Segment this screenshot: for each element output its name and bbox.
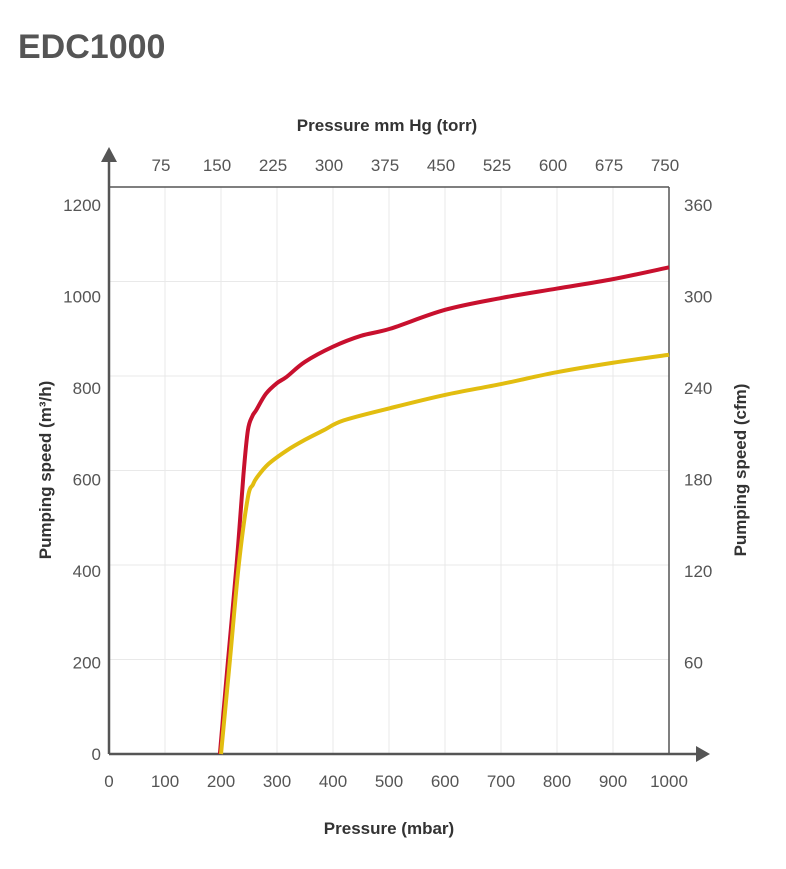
y-axis-arrow-icon	[101, 147, 117, 162]
x-tick-label: 300	[263, 772, 291, 791]
x-tick-label: 100	[151, 772, 179, 791]
y-tick-label: 1200	[63, 196, 101, 215]
y2-tick-label: 60	[684, 654, 703, 673]
x-tick-label: 500	[375, 772, 403, 791]
curves	[217, 265, 670, 755]
y2-tick-label: 120	[684, 562, 712, 581]
chart-title: EDC1000	[18, 28, 166, 66]
x-tick-label: 400	[319, 772, 347, 791]
axes	[101, 147, 710, 762]
red-speed-curve	[217, 265, 670, 755]
x-tick-label: 900	[599, 772, 627, 791]
x-axis-arrow-icon	[696, 746, 710, 762]
x2-tick-label: 150	[203, 156, 231, 175]
y-tick-label: 800	[73, 379, 101, 398]
y-tick-label: 200	[73, 654, 101, 673]
x-axis-label: Pressure (mbar)	[324, 819, 454, 838]
grid-lines	[109, 187, 669, 754]
y2-tick-label: 180	[684, 471, 712, 490]
y-axis-label: Pumping speed (m³/h)	[36, 381, 55, 560]
x2-tick-label: 675	[595, 156, 623, 175]
x-tick-label: 800	[543, 772, 571, 791]
y-tick-label: 600	[73, 471, 101, 490]
x2-tick-label: 375	[371, 156, 399, 175]
x2-tick-label: 750	[651, 156, 679, 175]
y2-tick-label: 360	[684, 196, 712, 215]
y2-tick-label: 240	[684, 379, 712, 398]
x-tick-label: 200	[207, 772, 235, 791]
y2-tick-label: 300	[684, 288, 712, 307]
x2-tick-label: 525	[483, 156, 511, 175]
x-tick-label: 700	[487, 772, 515, 791]
y2-axis-label: Pumping speed (cfm)	[731, 384, 750, 557]
x-tick-label: 1000	[650, 772, 688, 791]
x2-tick-label: 75	[152, 156, 171, 175]
y-tick-label: 1000	[63, 288, 101, 307]
x2-axis-label: Pressure mm Hg (torr)	[297, 116, 477, 135]
x-tick-label: 600	[431, 772, 459, 791]
x2-tick-label: 225	[259, 156, 287, 175]
x-tick-label: 0	[104, 772, 113, 791]
yellow-speed-curve	[219, 352, 670, 755]
y-tick-label: 400	[73, 562, 101, 581]
x2-tick-label: 300	[315, 156, 343, 175]
x2-tick-label: 600	[539, 156, 567, 175]
y-tick-label: 0	[92, 745, 101, 764]
x2-tick-label: 450	[427, 156, 455, 175]
